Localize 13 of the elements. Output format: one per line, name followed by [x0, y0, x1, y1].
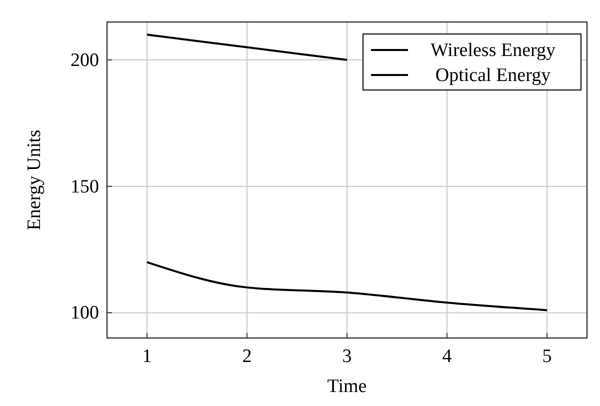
x-tick-label: 1 — [142, 346, 152, 367]
y-tick-label: 150 — [70, 176, 99, 198]
y-axis-title: Energy Units — [24, 130, 45, 230]
x-tick-label: 4 — [442, 346, 452, 367]
x-axis-title: Time — [327, 376, 367, 397]
line-series — [146, 261, 548, 312]
legend-label: Wireless Energy — [430, 40, 556, 61]
x-tick-label: 2 — [242, 346, 252, 367]
y-tick-label: 200 — [70, 50, 99, 71]
legend-label: Optical Energy — [435, 65, 552, 86]
y-tick-label: 100 — [70, 302, 99, 324]
x-tick-label: 5 — [542, 346, 552, 367]
x-tick-label: 3 — [342, 346, 352, 367]
